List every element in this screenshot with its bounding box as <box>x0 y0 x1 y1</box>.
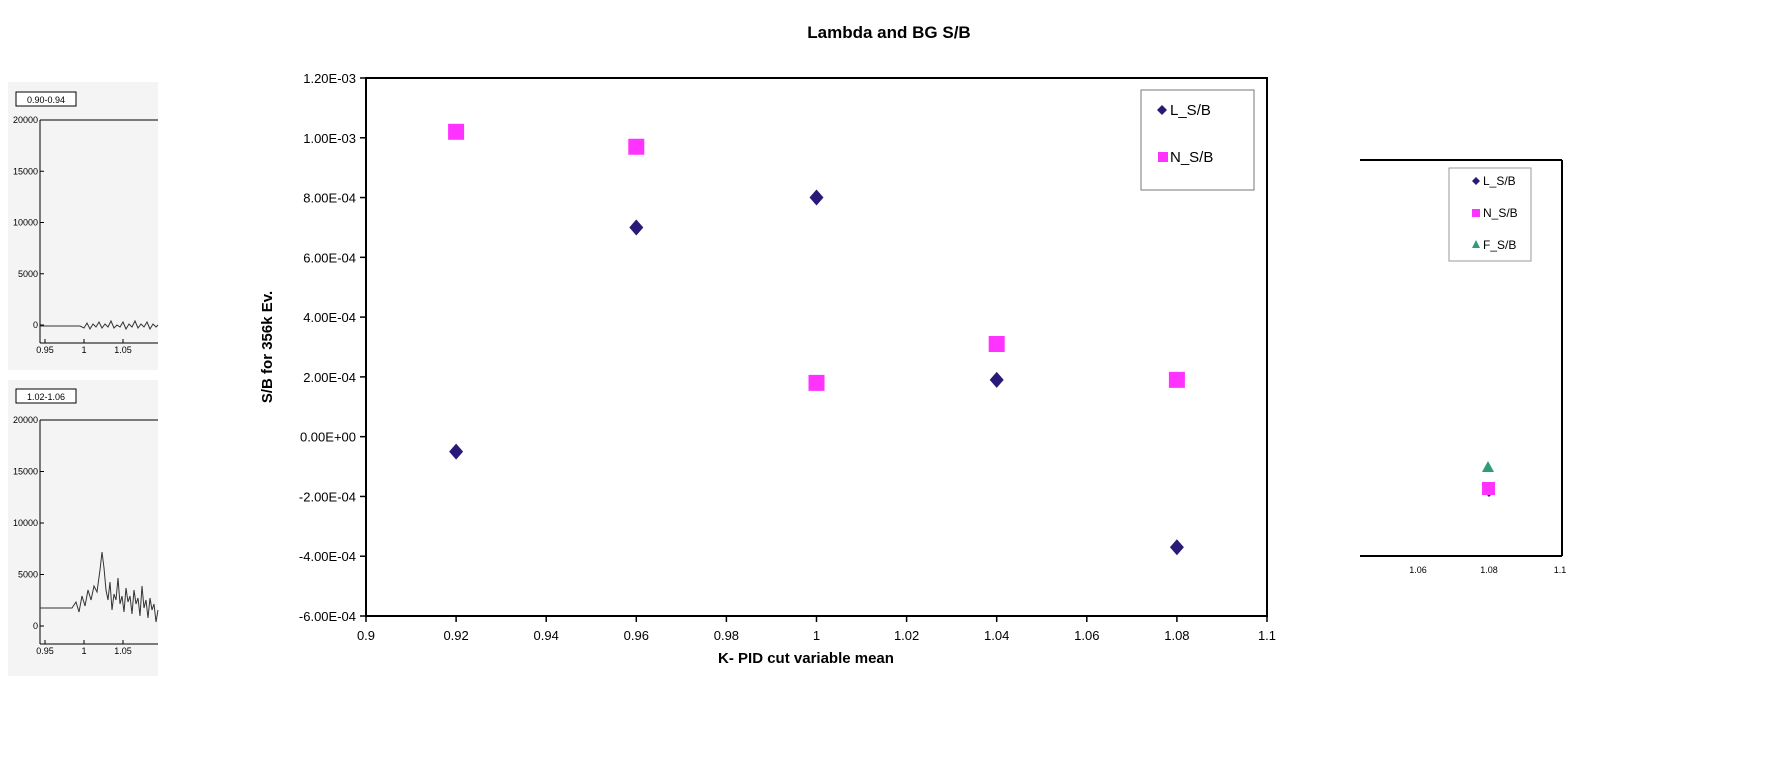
mini-y-tick-label: 0 <box>33 621 38 631</box>
mini-x-tick-label: 1 <box>81 345 86 355</box>
mini-y-tick-label: 5000 <box>18 570 38 580</box>
right-x-tick-label: 1.08 <box>1480 565 1498 575</box>
mini-y-tick-label: 10000 <box>13 518 38 528</box>
mini-panel-bottom-label: 1.02-1.06 <box>27 392 65 402</box>
x-axis-label: K- PID cut variable mean <box>718 650 894 667</box>
mini-panel-top-label: 0.90-0.94 <box>27 95 65 105</box>
mini-y-tick-label: 15000 <box>13 166 38 176</box>
mini-y-tick-label: 5000 <box>18 269 38 279</box>
right-data-point-f-sb <box>1482 461 1494 472</box>
mini-panel-bottom: 1.02-1.06 20000 15000 10000 5000 0 0.95 1 1.05 <box>8 380 159 676</box>
y-tick-label: 6.00E-04 <box>303 250 356 265</box>
mini-panel-bottom-y-ticks: 20000 15000 10000 5000 0 <box>13 415 44 631</box>
mini-panel-top-trace <box>40 319 159 331</box>
mini-panel-top-label-box <box>15 91 77 107</box>
mini-x-tick-label: 1.05 <box>114 646 132 656</box>
y-tick-label: -2.00E-04 <box>299 489 356 504</box>
y-tick-label: 1.20E-03 <box>303 71 356 86</box>
mini-y-tick-label: 15000 <box>13 467 38 477</box>
mini-panel-top-axes <box>39 119 158 344</box>
data-point-n-sb <box>988 336 1005 353</box>
y-axis-label: S/B for 356k Ev. <box>259 291 276 403</box>
right-x-tick-label: 1.06 <box>1409 565 1427 575</box>
y-tick-label: -4.00E-04 <box>299 549 356 564</box>
main-chart: Lambda and BG S/B -6.00E-04 -4.00E-04 -2.0… <box>259 23 1276 667</box>
x-tick-label: 0.92 <box>443 628 468 643</box>
mini-y-tick-label: 0 <box>33 320 38 330</box>
mini-panel-top-y-ticks: 20000 15000 10000 5000 0 <box>13 115 44 330</box>
x-tick-label: 1.1 <box>1258 628 1276 643</box>
x-tick-label: 0.94 <box>534 628 559 643</box>
data-point-l-sb <box>1169 539 1184 556</box>
legend-label-n-sb: N_S/B <box>1170 149 1213 166</box>
data-point-n-sb <box>808 374 825 391</box>
x-tick-label: 0.96 <box>624 628 649 643</box>
data-point-n-sb <box>628 138 645 155</box>
plot-area <box>365 77 1268 617</box>
legend-label-l-sb: L_S/B <box>1170 102 1211 119</box>
data-point-n-sb <box>1168 371 1185 388</box>
data-points <box>448 123 1185 556</box>
mini-y-tick-label: 20000 <box>13 415 38 425</box>
mini-panel-bottom-trace <box>40 551 159 623</box>
mini-panel-top-x-ticks: 0.95 1 1.05 <box>36 339 132 355</box>
x-tick-label: 1.02 <box>894 628 919 643</box>
chart-title: Lambda and BG S/B <box>807 23 970 42</box>
mini-panel-bottom-axes <box>39 419 158 645</box>
y-tick-label: 8.00E-04 <box>303 191 356 206</box>
mini-x-tick-label: 0.95 <box>36 345 54 355</box>
x-axis-ticks: 0.9 0.92 0.94 0.96 0.98 1 1.02 1.04 1.06 1.08 1.1 <box>357 616 1276 643</box>
right-legend: L_S/B N_S/B F_S/B <box>1448 167 1532 262</box>
mini-x-tick-label: 1.05 <box>114 345 132 355</box>
mini-panel-top: 0.90-0.94 20000 15000 10000 5000 0 0.95 1 1.05 <box>8 82 159 370</box>
mini-y-tick-label: 10000 <box>13 218 38 228</box>
right-legend-label-l-sb: L_S/B <box>1483 174 1516 188</box>
legend-marker-l-sb <box>1157 105 1167 115</box>
mini-x-tick-label: 1 <box>81 646 86 656</box>
y-tick-label: 1.00E-03 <box>303 131 356 146</box>
y-tick-label: 4.00E-04 <box>303 310 356 325</box>
x-tick-label: 1.06 <box>1074 628 1099 643</box>
mini-panel-bottom-x-ticks: 0.95 1 1.05 <box>36 640 132 656</box>
right-legend-label-n-sb: N_S/B <box>1483 206 1518 220</box>
right-data-point-n-sb <box>1482 482 1495 495</box>
right-legend-box <box>1448 167 1532 262</box>
right-x-tick-label: 1.1 <box>1554 565 1567 575</box>
data-point-l-sb <box>989 371 1004 388</box>
right-legend-label-f-sb: F_S/B <box>1483 238 1516 252</box>
x-tick-label: 1.08 <box>1164 628 1189 643</box>
right-plot-area <box>1360 160 1774 556</box>
mini-panel-top-background <box>8 82 158 370</box>
right-partial-chart: 1.06 1.08 1.1 L_S/B N_S/B F_S/B <box>1360 159 1774 575</box>
right-legend-marker-n-sb <box>1472 209 1480 217</box>
mini-y-tick-label: 20000 <box>13 115 38 125</box>
data-point-l-sb <box>809 189 824 206</box>
right-legend-marker-l-sb <box>1472 177 1480 185</box>
y-tick-label: 0.00E+00 <box>300 430 356 445</box>
y-tick-label: -6.00E-04 <box>299 609 356 624</box>
legend-marker-n-sb <box>1158 152 1168 162</box>
mini-panel-bottom-label-box <box>15 388 77 404</box>
data-point-n-sb <box>448 123 465 140</box>
mini-x-tick-label: 0.95 <box>36 646 54 656</box>
x-tick-label: 0.9 <box>357 628 375 643</box>
data-point-l-sb <box>449 443 464 460</box>
right-legend-marker-f-sb <box>1472 240 1480 248</box>
data-point-l-sb <box>629 219 644 236</box>
y-tick-label: 2.00E-04 <box>303 370 356 385</box>
x-tick-label: 1 <box>813 628 820 643</box>
x-tick-label: 1.04 <box>984 628 1009 643</box>
x-tick-label: 0.98 <box>714 628 739 643</box>
right-x-axis-ticks: 1.06 1.08 1.1 <box>1409 565 1566 575</box>
legend-box <box>1140 89 1255 191</box>
mini-panel-bottom-background <box>8 380 158 676</box>
legend: L_S/B N_S/B <box>1140 89 1255 191</box>
y-axis-ticks: -6.00E-04 -4.00E-04 -2.00E-04 0.00E+00 2.00E… <box>299 71 366 624</box>
